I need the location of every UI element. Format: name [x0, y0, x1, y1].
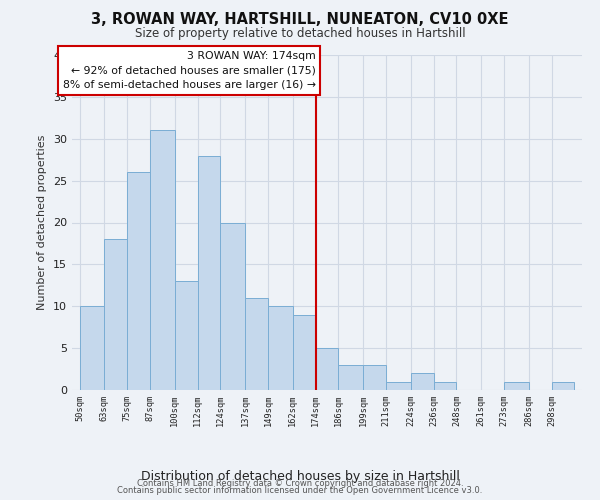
- Bar: [434, 382, 457, 390]
- Bar: [293, 314, 316, 390]
- Bar: [175, 281, 197, 390]
- Bar: [150, 130, 175, 390]
- Text: Distribution of detached houses by size in Hartshill: Distribution of detached houses by size …: [140, 470, 460, 483]
- Bar: [268, 306, 293, 390]
- Y-axis label: Number of detached properties: Number of detached properties: [37, 135, 47, 310]
- Bar: [220, 222, 245, 390]
- Bar: [551, 382, 574, 390]
- Text: Contains HM Land Registry data © Crown copyright and database right 2024.: Contains HM Land Registry data © Crown c…: [137, 478, 463, 488]
- Text: Contains public sector information licensed under the Open Government Licence v3: Contains public sector information licen…: [118, 486, 482, 495]
- Bar: [104, 240, 127, 390]
- Bar: [245, 298, 268, 390]
- Bar: [316, 348, 338, 390]
- Bar: [127, 172, 150, 390]
- Text: 3, ROWAN WAY, HARTSHILL, NUNEATON, CV10 0XE: 3, ROWAN WAY, HARTSHILL, NUNEATON, CV10 …: [91, 12, 509, 28]
- Bar: [80, 306, 104, 390]
- Bar: [338, 365, 363, 390]
- Bar: [386, 382, 411, 390]
- Text: 3 ROWAN WAY: 174sqm
← 92% of detached houses are smaller (175)
8% of semi-detach: 3 ROWAN WAY: 174sqm ← 92% of detached ho…: [62, 51, 316, 90]
- Bar: [411, 373, 434, 390]
- Bar: [197, 156, 220, 390]
- Bar: [504, 382, 529, 390]
- Bar: [363, 365, 386, 390]
- Text: Size of property relative to detached houses in Hartshill: Size of property relative to detached ho…: [134, 28, 466, 40]
